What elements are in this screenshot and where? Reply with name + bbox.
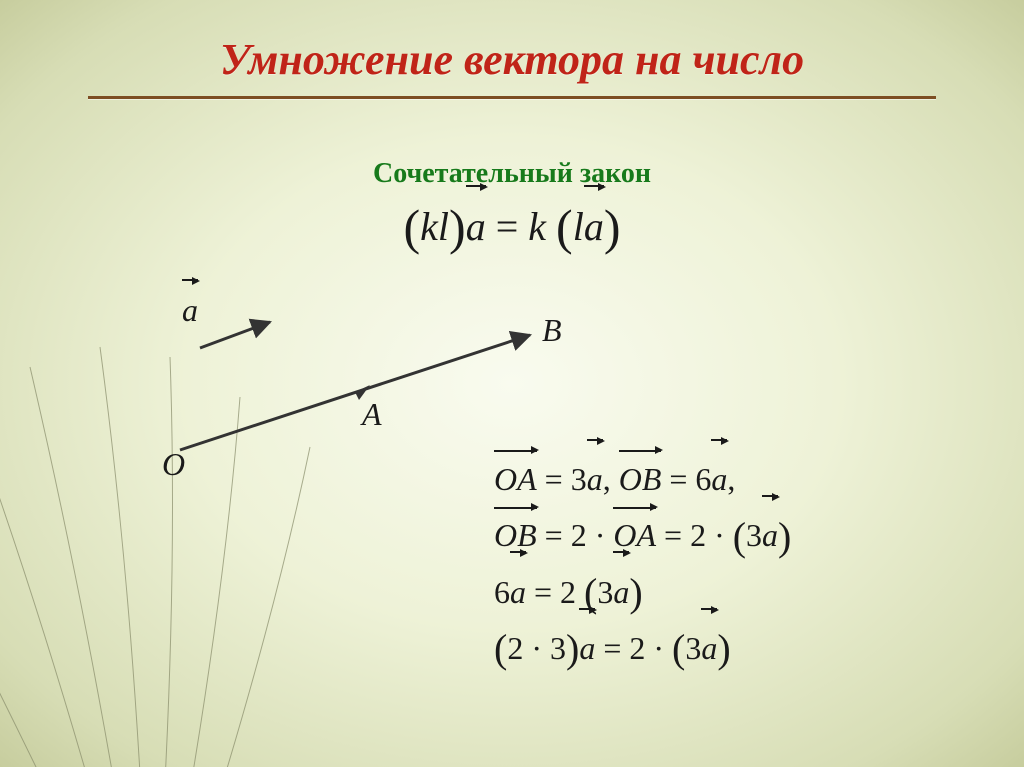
eq-line-2: OB = 2 · OA = 2 · (3a) <box>494 508 924 562</box>
equals: = <box>486 204 529 249</box>
l: l <box>573 204 584 249</box>
kl: kl <box>420 204 449 249</box>
label-B: B <box>542 312 562 349</box>
lparen: ( <box>404 199 421 255</box>
eq-line-1: OA = 3a, OB = 6a, <box>494 452 924 506</box>
vec-OA: OA <box>613 508 656 562</box>
vec-a: a <box>711 452 727 506</box>
vec-a: a <box>762 508 778 562</box>
vec-OA: OA <box>494 452 537 506</box>
eq-line-4: (2 · 3)a = 2 · (3a) <box>494 621 924 675</box>
vec-a: a <box>587 452 603 506</box>
vec-OB: OB <box>619 452 662 506</box>
subtitle: Сочетательный закон <box>0 158 1024 190</box>
label-vec-a: a <box>182 292 198 329</box>
main-formula: (kl)a = k (la) <box>0 203 1024 250</box>
rparen2: ) <box>604 199 621 255</box>
lparen2: ( <box>556 199 573 255</box>
vec-OB: OB <box>494 508 537 562</box>
k: k <box>528 204 546 249</box>
vec-a: a <box>613 565 629 619</box>
eq-line-3: 6a = 2 (3a) <box>494 565 924 619</box>
equations-block: OA = 3a, OB = 6a, OB = 2 · OA = 2 · (3a)… <box>494 452 924 678</box>
vec-a: a <box>579 621 595 675</box>
page-title: Умножение вектора на число <box>0 34 1024 85</box>
label-A: A <box>362 396 382 433</box>
vec-a: a <box>701 621 717 675</box>
vec-a-lhs: a <box>466 203 486 250</box>
rparen: ) <box>449 199 466 255</box>
vec-a-rhs: a <box>584 203 604 250</box>
vec-a: a <box>510 565 526 619</box>
label-O: O <box>162 446 185 483</box>
title-underline <box>88 96 936 100</box>
